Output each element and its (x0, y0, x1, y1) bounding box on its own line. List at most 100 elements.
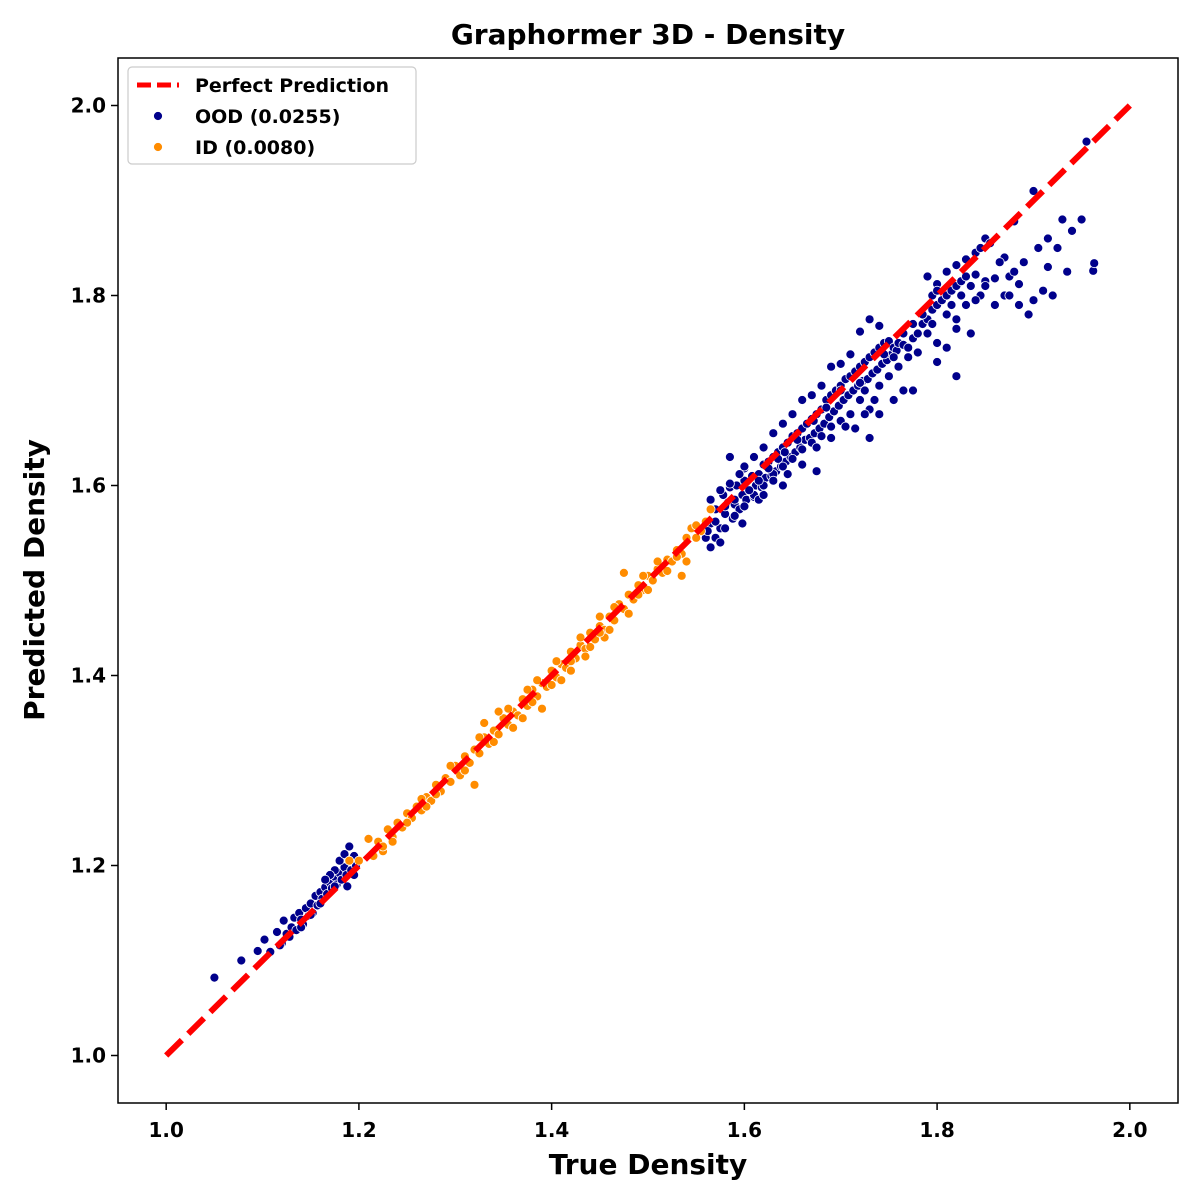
legend-id-marker (153, 142, 163, 152)
ood-point-203 (739, 501, 750, 512)
ood-point-280 (864, 433, 875, 443)
ood-point-253 (1004, 290, 1015, 301)
ood-point-282 (778, 480, 788, 491)
ood-point-239 (734, 469, 745, 480)
ood-point-205 (720, 523, 730, 534)
ood-point-224 (874, 320, 885, 331)
ood-point-151 (980, 281, 991, 291)
ood-point-207 (705, 542, 716, 553)
ood-point-161 (1043, 233, 1053, 244)
ood-point-216 (826, 433, 836, 443)
plot-frame (117, 57, 1179, 1104)
id-point-80 (522, 684, 533, 695)
id-point-95 (652, 556, 663, 567)
ood-point-221 (888, 395, 899, 405)
ood-point-147 (941, 309, 952, 320)
ood-point-232 (797, 395, 808, 405)
ood-point-220 (874, 409, 885, 420)
ood-point-264 (855, 377, 865, 388)
legend-perfect-label: Perfect Prediction (195, 75, 389, 97)
ood-point-148 (951, 314, 962, 325)
ood-point-7 (278, 915, 289, 926)
ood-point-234 (778, 418, 788, 429)
ood-point-266 (821, 402, 832, 413)
ood-point-222 (898, 385, 909, 396)
ood-point-240 (725, 478, 735, 489)
legend-ood-label: OOD (0.0255) (195, 106, 340, 128)
ood-point-228 (835, 358, 846, 369)
ood-point-284 (737, 518, 748, 529)
y-tick-label: 1.8 (71, 284, 106, 308)
ood-point-209 (725, 452, 735, 462)
id-point-111 (474, 732, 485, 743)
id-point-79 (508, 722, 518, 733)
ood-point-279 (932, 357, 942, 367)
ood-point-226 (855, 326, 865, 337)
id-point-107 (532, 675, 543, 686)
x-tick-label: 1.0 (148, 1118, 183, 1142)
id-point-83 (551, 656, 562, 667)
id-point-92 (619, 568, 629, 578)
id-point-112 (459, 765, 470, 776)
ood-point-160 (1038, 285, 1048, 296)
ood-point-227 (845, 349, 856, 360)
ood-point-213 (782, 469, 793, 480)
ood-point-197 (797, 444, 808, 455)
ood-point-3 (259, 934, 270, 945)
ood-point-192 (845, 409, 856, 420)
id-point-84 (556, 675, 567, 686)
ood-point-281 (811, 466, 822, 477)
ood-point-242 (705, 494, 716, 505)
ood-point-169 (1062, 266, 1073, 277)
ood-point-195 (816, 431, 827, 442)
y-tick-label: 1.4 (71, 664, 106, 688)
ood-point-186 (884, 371, 894, 382)
ood-point-166 (1081, 136, 1092, 147)
ood-point-37 (334, 855, 345, 866)
ood-point-214 (797, 459, 808, 470)
ood-point-254 (1014, 300, 1024, 310)
ood-point-39 (344, 841, 355, 852)
ood-point-156 (1014, 279, 1024, 290)
ood-point-38 (339, 849, 350, 859)
id-point-82 (537, 703, 547, 714)
ood-point-150 (970, 295, 981, 306)
id-point-88 (585, 642, 596, 652)
id-point-77 (479, 718, 490, 728)
id-point-91 (604, 625, 615, 635)
ood-point-158 (1028, 295, 1039, 306)
plot-area (164, 103, 1132, 1058)
id-point-1 (363, 834, 374, 844)
id-point-109 (503, 703, 514, 714)
id-point-117 (387, 836, 398, 847)
id-point-106 (546, 680, 557, 690)
ood-point-0 (209, 972, 220, 983)
id-point-78 (493, 706, 504, 717)
ood-point-162 (1047, 290, 1058, 301)
chart-title: Graphormer 3D - Density (451, 18, 845, 51)
ood-point-178 (965, 328, 976, 339)
ood-point-236 (758, 442, 769, 453)
ood-point-255 (1023, 309, 1034, 320)
ood-point-223 (908, 385, 918, 396)
ood-point-179 (951, 323, 962, 334)
id-point-113 (445, 760, 456, 771)
ood-point-208 (715, 537, 726, 548)
ood-point-204 (729, 511, 740, 521)
id-point-98 (676, 570, 687, 581)
y-tick-label: 2.0 (71, 94, 106, 118)
x-tick-label: 2.0 (1112, 1118, 1147, 1142)
ood-point-188 (869, 395, 880, 405)
ood-point-2 (252, 946, 263, 956)
id-point-0 (353, 855, 364, 866)
ood-point-187 (874, 380, 885, 391)
ood-point-184 (903, 352, 914, 363)
x-tick-label: 1.2 (341, 1118, 376, 1142)
x-tick-label: 1.4 (534, 1118, 569, 1142)
ood-point-172 (1028, 186, 1039, 196)
id-point-71 (705, 504, 716, 515)
id-point-100 (691, 532, 702, 543)
ood-point-235 (768, 428, 779, 439)
ood-point-157 (1018, 257, 1029, 268)
